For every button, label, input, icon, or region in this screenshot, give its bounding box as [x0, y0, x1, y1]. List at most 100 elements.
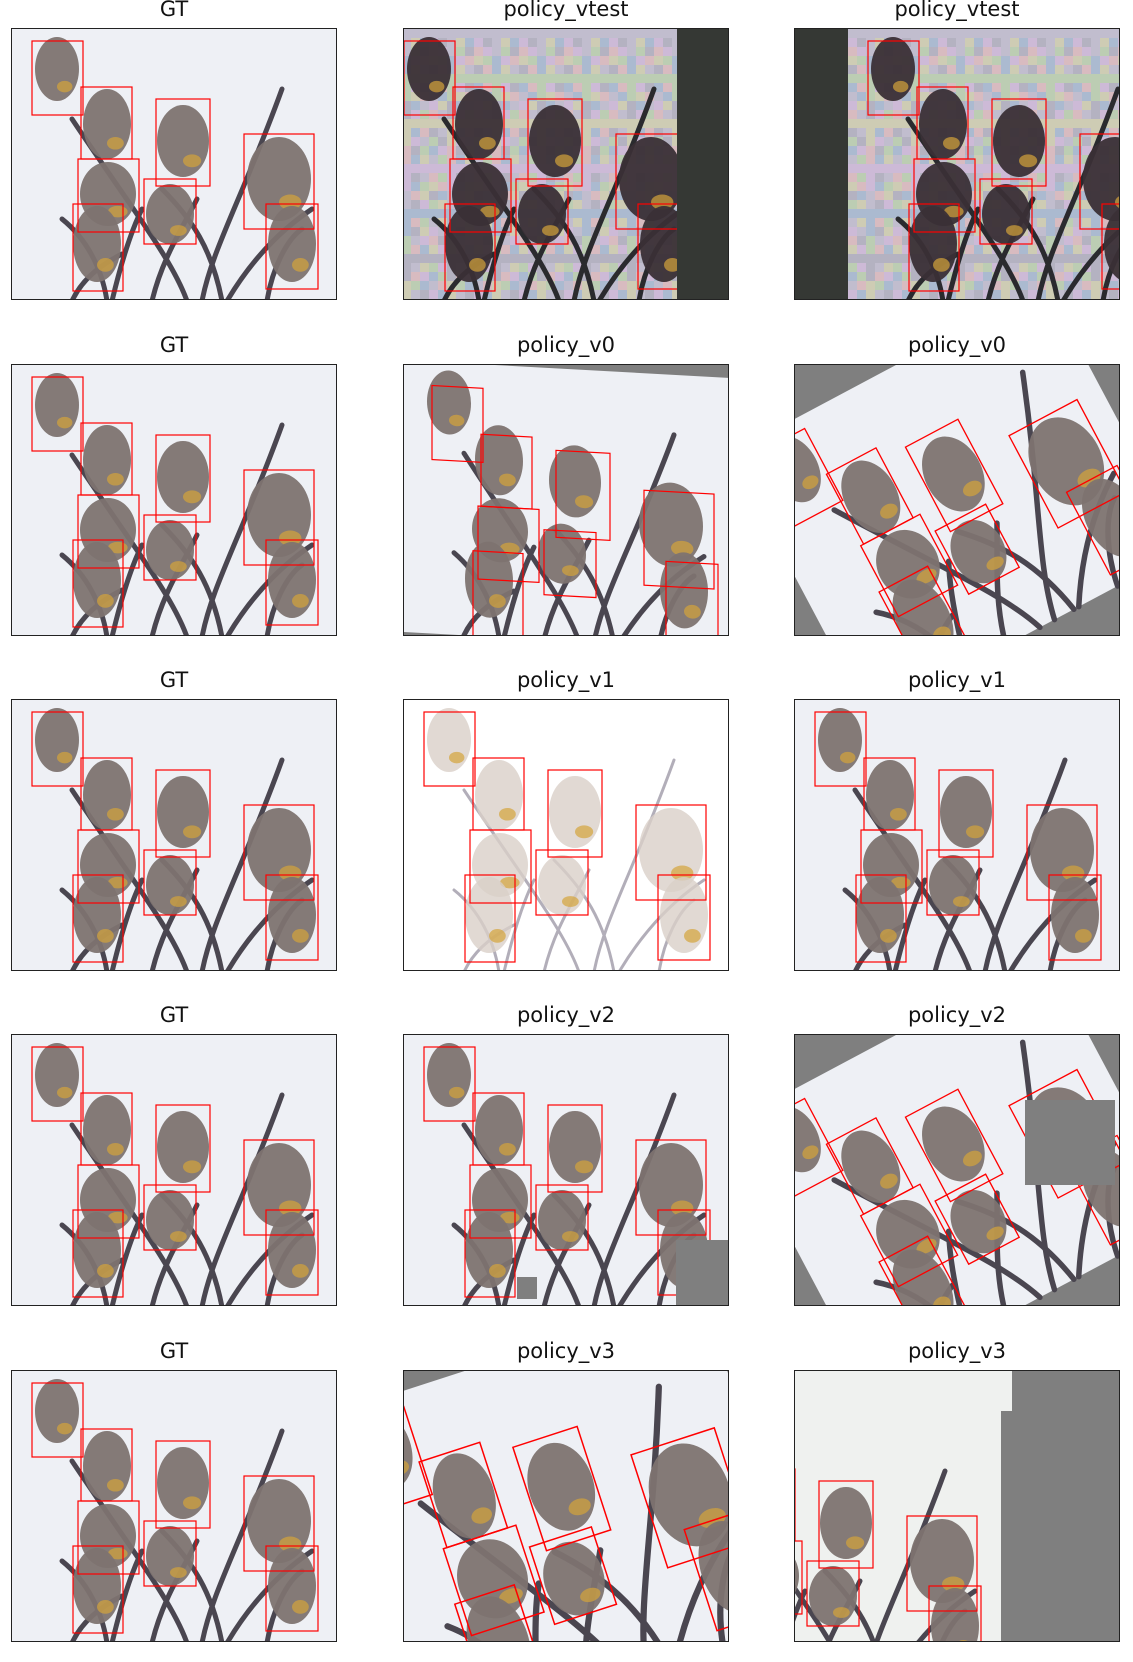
augmentation-panel: policy_vtest	[794, 0, 1120, 300]
bounding-box	[77, 1164, 140, 1239]
bounding-box	[878, 1235, 974, 1305]
bounding-box	[934, 1173, 1021, 1266]
bounding-box	[635, 1139, 707, 1236]
bird	[73, 1212, 121, 1288]
branch	[199, 422, 285, 635]
bird	[157, 776, 209, 848]
bounding-box	[528, 1526, 618, 1626]
bird	[247, 1479, 311, 1563]
bird	[982, 184, 1030, 244]
panel-image	[403, 1034, 729, 1306]
bird	[639, 1143, 703, 1227]
bounding-box	[665, 560, 719, 635]
panel-title: policy_v3	[907, 1339, 1007, 1363]
panel-image	[794, 364, 1120, 636]
bird	[931, 1588, 979, 1641]
panel-image	[11, 28, 337, 300]
bird	[1030, 808, 1094, 892]
bounding-box	[979, 178, 1033, 245]
bounding-box	[243, 133, 315, 230]
bird	[73, 1548, 121, 1624]
panel-title: policy_v1	[516, 668, 616, 692]
panel-title: GT	[159, 333, 189, 357]
bird	[809, 1566, 857, 1626]
bird	[247, 137, 311, 221]
bounding-box	[143, 514, 197, 581]
bounding-box	[77, 158, 140, 233]
branch	[591, 432, 677, 635]
bounding-box	[643, 489, 715, 590]
bounding-box	[31, 711, 84, 787]
branch	[640, 1383, 662, 1641]
bird	[407, 37, 451, 101]
bounding-box	[1048, 874, 1102, 961]
bounding-box	[155, 98, 211, 187]
bounding-box	[469, 829, 532, 904]
bounding-box	[442, 1524, 546, 1637]
bounding-box	[938, 769, 994, 858]
bounding-box	[243, 1475, 315, 1572]
bounding-box	[72, 1209, 124, 1298]
bird	[35, 373, 79, 437]
bird	[146, 520, 194, 580]
panel-image	[11, 699, 337, 971]
bounding-box	[1008, 398, 1119, 529]
branch	[795, 1584, 833, 1641]
bird	[247, 1143, 311, 1227]
panel-image	[794, 1370, 1120, 1642]
bird	[698, 1521, 728, 1614]
bounding-box	[477, 505, 540, 584]
panel-image	[794, 1034, 1120, 1306]
cutout-region	[517, 1277, 537, 1299]
bounding-box	[155, 1104, 211, 1193]
bird	[940, 776, 992, 848]
bird	[157, 441, 209, 513]
augmentation-panel: GT	[11, 333, 337, 636]
bounding-box	[511, 1425, 612, 1552]
bird	[856, 877, 904, 953]
branch	[444, 1623, 536, 1641]
panel-image	[11, 1370, 337, 1642]
bird	[466, 1596, 531, 1641]
bird	[83, 760, 131, 830]
bounding-box	[453, 1583, 549, 1641]
augmentation-panel: policy_v0	[403, 333, 729, 636]
bounding-box	[431, 384, 484, 463]
bird	[909, 206, 957, 282]
branch	[1061, 228, 1119, 299]
bounding-box	[860, 829, 923, 904]
panel-title: GT	[159, 1003, 189, 1027]
bird	[268, 542, 316, 618]
bounding-box	[855, 874, 907, 963]
panel-image	[794, 699, 1120, 971]
bounding-box	[878, 565, 974, 635]
bounding-box	[859, 1183, 959, 1288]
panel-title: policy_v2	[516, 1003, 616, 1027]
bird	[247, 808, 311, 892]
bird	[871, 37, 915, 101]
bird	[35, 1043, 79, 1107]
branch	[199, 1428, 285, 1641]
bird	[157, 1447, 209, 1519]
bounding-box	[926, 849, 980, 916]
bird	[455, 89, 503, 159]
bounding-box	[867, 40, 920, 116]
bounding-box	[908, 203, 960, 292]
panel-title: policy_v2	[907, 1003, 1007, 1027]
augmentation-panel: policy_v0	[794, 333, 1120, 636]
bounding-box	[31, 376, 84, 452]
augmentation-panel: GT	[11, 1339, 337, 1642]
bird	[795, 1559, 799, 1593]
panel-image	[11, 1034, 337, 1306]
bounding-box	[265, 1545, 319, 1632]
bounding-box	[77, 494, 140, 569]
bounding-box	[77, 829, 140, 904]
bird	[73, 542, 121, 618]
augmentation-panel: policy_v1	[794, 668, 1120, 971]
bird	[268, 877, 316, 953]
bounding-box	[683, 1508, 728, 1632]
bird	[475, 1095, 523, 1165]
bounding-box	[143, 1520, 197, 1587]
bounding-box	[72, 203, 124, 292]
bounding-box	[155, 434, 211, 523]
